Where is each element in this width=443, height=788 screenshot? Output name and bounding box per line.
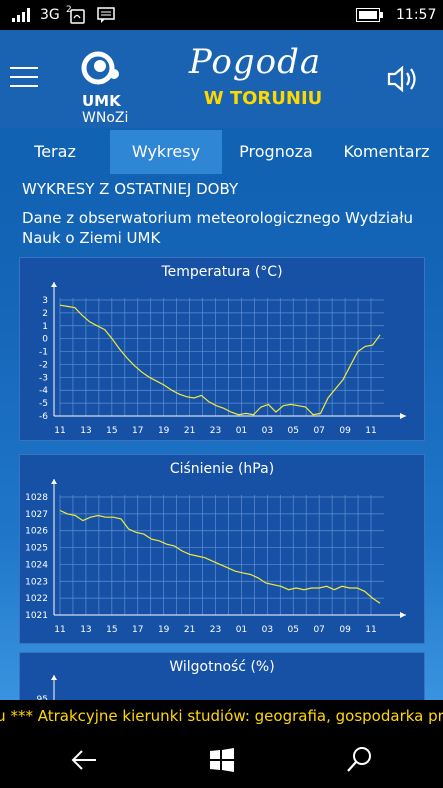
y-axis-arrow — [51, 479, 57, 484]
x-tick-label: 13 — [80, 426, 91, 436]
y-tick-label: 1023 — [25, 577, 48, 587]
data-series-line — [59, 304, 381, 416]
y-tick-label: -4 — [39, 386, 48, 396]
status-bar: 3G 2 11:57 — [0, 0, 443, 30]
logo-line2: WNoZi — [82, 110, 129, 126]
logo-line1: UMK — [82, 92, 121, 110]
tab-komentarz[interactable]: Komentarz — [343, 142, 430, 161]
speaker-icon[interactable] — [386, 64, 420, 94]
news-ticker[interactable]: iu *** Atrakcyjne kierunki studiów: geog… — [0, 700, 443, 732]
y-tick-label: -2 — [39, 360, 48, 370]
app-header: UMK WNoZi Pogoda W TORUNIU — [0, 30, 443, 128]
app-title: Pogoda — [188, 42, 322, 82]
y-tick-label: 1024 — [25, 560, 48, 570]
humidity-plot: 95 — [37, 675, 57, 700]
x-tick-label: 05 — [288, 426, 299, 436]
tab-teraz[interactable]: Teraz — [34, 142, 76, 161]
x-tick-label: 11 — [54, 625, 65, 635]
ticker-text: iu *** Atrakcyjne kierunki studiów: geog… — [0, 707, 443, 725]
x-tick-label: 01 — [236, 625, 247, 635]
x-tick-label: 11 — [365, 625, 376, 635]
y-tick-label: -1 — [39, 348, 48, 358]
back-arrow-icon[interactable] — [66, 742, 106, 778]
y-axis-arrow — [51, 282, 57, 287]
app-subtitle: W TORUNIU — [203, 88, 323, 109]
y-tick-label: 1028 — [25, 493, 48, 503]
y-tick-label: 1022 — [25, 594, 48, 604]
tab-wykresy[interactable]: Wykresy — [110, 130, 222, 174]
y-tick-label: 1027 — [25, 510, 48, 520]
y-tick-label: 1025 — [25, 544, 48, 554]
x-tick-label: 15 — [106, 625, 117, 635]
x-tick-label: 05 — [288, 625, 299, 635]
x-tick-label: 19 — [158, 426, 170, 436]
x-tick-label: 13 — [80, 625, 91, 635]
sim-number: 2 — [66, 5, 72, 15]
x-tick-label: 07 — [313, 426, 324, 436]
x-tick-label: 03 — [262, 625, 273, 635]
x-tick-label: 17 — [132, 625, 143, 635]
y-tick-label: 1021 — [25, 611, 48, 621]
tab-bar: Teraz Wykresy Prognoza Komentarz — [0, 130, 443, 174]
y-tick-label: 3 — [42, 296, 48, 306]
section-description: Dane z obserwatorium meteorologicznego W… — [22, 209, 414, 247]
umk-logo: UMK WNoZi — [78, 42, 140, 126]
network-type: 3G — [40, 7, 60, 23]
x-tick-label: 19 — [158, 625, 170, 635]
x-tick-label: 03 — [262, 426, 273, 436]
app-content: UMK WNoZi Pogoda W TORUNIU Teraz Wykresy… — [0, 30, 443, 700]
tab-prognoza[interactable]: Prognoza — [239, 142, 313, 161]
temperature-chart: Temperatura (°C) 3 2 1 0 -1 -2 -3 -4 -5 -6 11 13 15 1… — [19, 257, 425, 441]
pressure-chart: Ciśnienie (hPa) 1028 1027 1026 1025 1024 1023… — [19, 454, 425, 644]
chart-title: Wilgotność (%) — [169, 659, 275, 675]
hamburger-icon[interactable] — [10, 67, 38, 87]
signal-strength-icon — [12, 8, 30, 22]
system-navbar — [0, 732, 443, 788]
y-tick-label: 95 — [37, 695, 48, 700]
message-icon — [97, 7, 115, 23]
search-icon[interactable] — [340, 742, 380, 778]
x-tick-label: 11 — [54, 426, 65, 436]
y-tick-label: 1026 — [25, 527, 48, 537]
x-axis-arrow — [400, 612, 406, 618]
pressure-plot: 1028 1027 1026 1025 1024 1023 1022 1021 11 13 15 17… — [25, 479, 406, 635]
chart-title: Temperatura (°C) — [161, 264, 283, 280]
y-tick-label: 1 — [42, 322, 48, 332]
sim-icon — [70, 9, 85, 24]
windows-icon[interactable] — [202, 742, 242, 778]
x-tick-label: 11 — [365, 426, 376, 436]
x-tick-label: 01 — [236, 426, 247, 436]
battery-icon — [356, 8, 383, 22]
y-tick-label: -5 — [39, 399, 48, 409]
x-tick-label: 21 — [184, 426, 195, 436]
clock: 11:57 — [396, 7, 437, 23]
section-title: WYKRESY Z OSTATNIEJ DOBY — [22, 180, 239, 198]
x-tick-label: 23 — [210, 625, 221, 635]
x-tick-label: 17 — [132, 426, 143, 436]
x-tick-label: 15 — [106, 426, 117, 436]
y-tick-label: 0 — [42, 335, 48, 345]
x-tick-label: 09 — [339, 625, 351, 635]
y-tick-label: -3 — [39, 373, 48, 383]
x-tick-label: 09 — [339, 426, 351, 436]
data-series-line — [59, 509, 381, 604]
humidity-chart: Wilgotność (%) 95 — [19, 652, 425, 700]
y-axis-arrow — [51, 675, 57, 680]
x-tick-label: 21 — [184, 625, 195, 635]
x-tick-label: 07 — [313, 625, 324, 635]
x-axis-arrow — [400, 413, 406, 419]
logo-mark-icon — [81, 51, 119, 85]
y-tick-label: -6 — [39, 412, 48, 422]
chart-title: Ciśnienie (hPa) — [169, 461, 275, 477]
x-tick-label: 23 — [210, 426, 221, 436]
y-tick-label: 2 — [42, 309, 48, 319]
